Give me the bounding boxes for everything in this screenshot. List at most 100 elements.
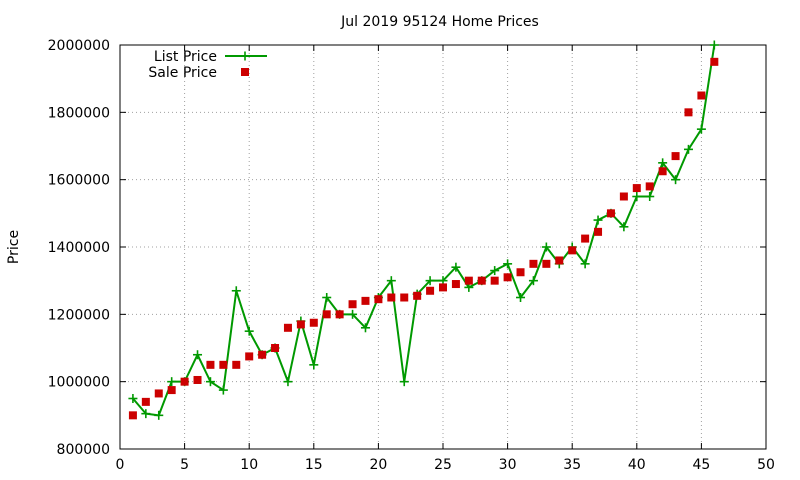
sale-price-point: [555, 256, 564, 265]
list-price-point: [632, 192, 642, 201]
sale-price-point: [426, 286, 435, 295]
sale-price-point: [271, 344, 280, 352]
list-price-point: [593, 215, 603, 225]
legend: List Price Sale Price: [148, 49, 267, 81]
y-tick-label: 1400000: [48, 240, 110, 256]
list-price-point: [671, 175, 681, 185]
list-price-point: [309, 360, 319, 370]
list-price-line: [132, 44, 716, 417]
sale-price-point: [400, 293, 409, 302]
sale-price-point: [619, 192, 628, 201]
y-tick-label: 1800000: [48, 105, 110, 121]
sale-price-point: [193, 375, 202, 384]
list-price-point: [619, 222, 629, 232]
y-tick-label: 1200000: [48, 307, 110, 323]
sale-price-point: [283, 323, 292, 332]
sale-price-point: [503, 273, 512, 282]
grid-lines: [120, 45, 766, 449]
sale-price-point: [245, 352, 254, 361]
series-layer: [128, 40, 719, 420]
sale-price-point: [658, 167, 667, 176]
list-price-point: [516, 293, 526, 302]
list-price-point: [283, 377, 293, 387]
sale-price-point: [258, 350, 267, 359]
list-price-point: [580, 259, 590, 269]
sale-price-point: [361, 296, 370, 305]
x-tick-label: 15: [305, 457, 323, 473]
list-price-point: [154, 410, 164, 420]
legend-marker: [240, 51, 250, 61]
y-tick-label: 1600000: [48, 173, 110, 189]
list-price-point: [503, 259, 513, 269]
list-price-point: [425, 276, 435, 286]
list-price-point: [399, 377, 409, 387]
y-tick-label: 2000000: [48, 38, 110, 54]
sale-price-point: [374, 295, 383, 304]
y-tick-label: 1000000: [48, 375, 110, 391]
sale-price-point: [529, 259, 538, 268]
legend-label-list-price: List Price: [154, 49, 217, 65]
x-tick-label: 20: [369, 457, 387, 473]
sale-price-point: [439, 283, 447, 292]
sale-price-point: [684, 108, 693, 117]
sale-price-point: [581, 234, 590, 243]
sale-price-point: [206, 360, 215, 369]
list-price-point: [451, 262, 461, 272]
list-price-point: [231, 286, 241, 296]
sale-price-point: [568, 246, 577, 255]
sale-price-point: [387, 293, 396, 302]
x-tick-label: 5: [180, 457, 189, 473]
x-tick-label: 25: [434, 457, 452, 473]
sale-price-point: [348, 300, 357, 309]
list-price-point: [360, 323, 370, 333]
sale-price-point: [296, 320, 305, 329]
list-price-point: [322, 293, 332, 302]
list-price-point: [658, 158, 668, 168]
y-tick-label: 800000: [57, 442, 110, 458]
list-price-point: [696, 124, 706, 134]
x-tick-label: 40: [628, 457, 646, 473]
list-price-point: [244, 326, 254, 336]
sale-price-point: [232, 360, 241, 369]
legend-label-sale-price: Sale Price: [148, 65, 217, 81]
list-price-point: [141, 409, 151, 419]
sale-price-point: [167, 386, 176, 395]
list-price-point: [386, 276, 396, 286]
x-tick-label: 10: [240, 457, 258, 473]
chart-title: Jul 2019 95124 Home Prices: [340, 14, 539, 30]
list-price-point: [645, 192, 655, 201]
list-price-point: [193, 350, 203, 360]
legend-swatch-list-price: [225, 51, 267, 61]
sale-price-point: [671, 152, 680, 161]
sale-price-point: [335, 310, 344, 319]
sale-price-point: [128, 411, 137, 420]
sale-price-point: [309, 318, 318, 327]
y-axis-label: Price: [6, 230, 22, 264]
sale-price-point: [490, 276, 499, 285]
sale-price-point: [632, 184, 641, 193]
sale-price-point: [464, 276, 473, 285]
list-price-point: [218, 385, 228, 395]
list-price-point: [541, 242, 551, 252]
sale-price-point: [154, 389, 163, 398]
list-price-point: [709, 40, 719, 50]
list-price-point: [490, 266, 500, 276]
sale-price-point: [413, 291, 422, 300]
sale-price-point: [645, 182, 654, 191]
sale-price-point: [451, 280, 460, 289]
sale-price-point: [606, 209, 615, 218]
sale-price-point: [322, 310, 331, 319]
x-tick-label: 50: [757, 457, 775, 473]
plot-frame: [119, 44, 767, 450]
list-price-point: [167, 377, 177, 387]
list-price-point: [528, 276, 538, 286]
legend-marker: [241, 68, 249, 76]
list-price-point: [348, 309, 358, 319]
x-tick-label: 0: [116, 457, 125, 473]
sale-price-point: [697, 91, 706, 100]
sale-price-point: [516, 268, 525, 277]
x-tick-label: 30: [499, 457, 517, 473]
sale-price-point: [477, 276, 486, 285]
